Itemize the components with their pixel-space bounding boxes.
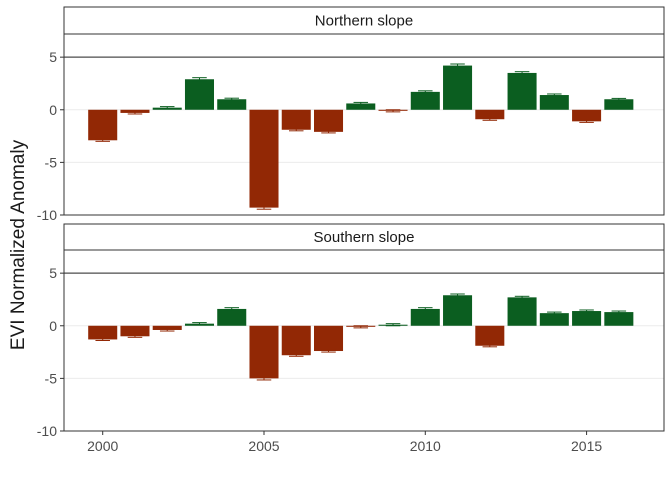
x-tick-label: 2005 xyxy=(248,438,279,454)
bar xyxy=(314,109,344,132)
facet-panel-2: Southern slope -10 -5 0 5 xyxy=(37,223,665,439)
bar xyxy=(346,103,376,110)
bar xyxy=(604,312,634,326)
bar xyxy=(443,295,473,326)
facet-strip-label: Northern slope xyxy=(315,13,413,30)
facet-strip xyxy=(63,6,665,35)
bar xyxy=(120,109,150,113)
bar xyxy=(507,297,537,326)
bar xyxy=(88,109,118,141)
facet-strip xyxy=(63,223,665,251)
facet-panel-1: Northern slope -10 -5 0 5 xyxy=(37,6,665,223)
bar xyxy=(507,72,537,110)
bar xyxy=(572,311,602,326)
panels-group: Northern slope -10 -5 0 5 Southern slope -10 -5… xyxy=(37,6,665,454)
x-tick-label: 2015 xyxy=(571,438,602,454)
bar xyxy=(152,325,182,330)
bar xyxy=(572,109,602,122)
x-tick-label: 2010 xyxy=(410,438,441,454)
bar xyxy=(281,325,311,356)
y-tick-label: 0 xyxy=(49,318,57,334)
bar xyxy=(410,308,440,326)
bar xyxy=(475,325,505,346)
bar xyxy=(217,308,247,326)
bar xyxy=(410,91,440,110)
y-tick-label: -10 xyxy=(37,423,57,439)
y-axis-title: EVI Normalized Anomaly xyxy=(8,139,29,350)
y-tick-label: -5 xyxy=(45,154,58,170)
x-tick-label: 2000 xyxy=(87,438,118,454)
bar xyxy=(475,109,505,120)
bar xyxy=(88,325,118,340)
y-tick-label: -10 xyxy=(37,207,57,223)
y-tick-label: 5 xyxy=(49,49,57,65)
bar xyxy=(281,109,311,130)
y-tick-label: 0 xyxy=(49,102,57,118)
bar xyxy=(539,313,569,326)
bar xyxy=(249,109,279,208)
bar xyxy=(539,95,569,110)
bar xyxy=(217,99,247,110)
panel-background xyxy=(64,250,664,431)
bar xyxy=(314,325,344,352)
y-tick-label: 5 xyxy=(49,265,57,281)
bar xyxy=(120,325,150,337)
bar xyxy=(604,99,634,110)
bar xyxy=(249,325,279,379)
panel-background xyxy=(64,34,664,215)
bar xyxy=(184,79,214,110)
bar xyxy=(443,65,473,110)
y-tick-label: -5 xyxy=(45,370,58,386)
facet-strip-label: Southern slope xyxy=(314,229,415,246)
